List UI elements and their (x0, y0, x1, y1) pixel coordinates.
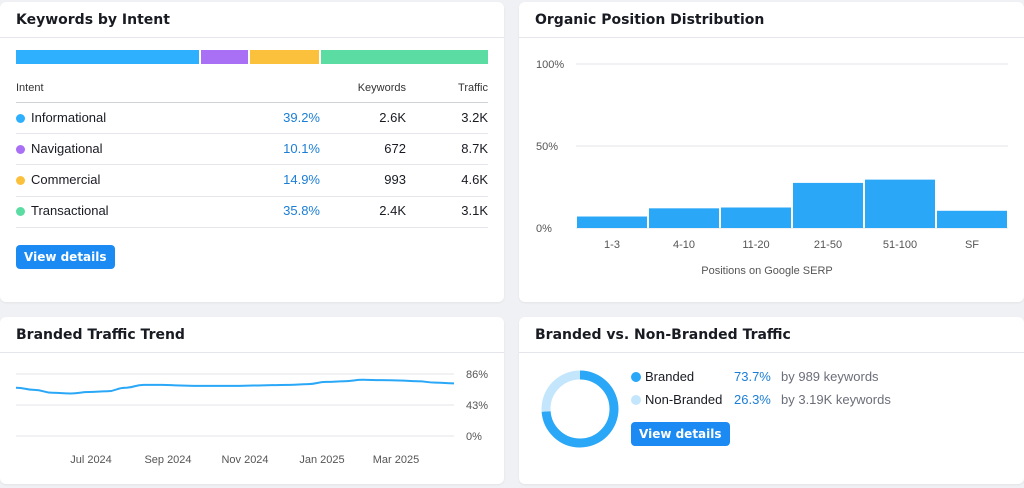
intent-traffic: 8.7K (461, 141, 488, 156)
intent-keywords: 2.6K (379, 110, 406, 125)
divider (0, 37, 504, 38)
column-header-intent: Intent (16, 82, 44, 94)
intent-name: Commercial (31, 172, 101, 187)
x-tick-label: Jan 2025 (299, 454, 344, 466)
intent-share-bar (16, 50, 488, 64)
x-tick-label: Mar 2025 (373, 454, 419, 466)
row-divider (16, 196, 488, 197)
bar (865, 179, 935, 228)
legend-label: Branded (645, 369, 695, 384)
x-tick-label: 1-3 (604, 239, 620, 251)
organic-position-card: Organic Position Distribution 100% 50% 0% 1… (519, 2, 1024, 302)
intent-name: Navigational (31, 141, 103, 156)
intent-color-dot (16, 176, 25, 185)
intent-color-dot (16, 114, 25, 123)
table-header-divider (16, 102, 488, 103)
intent-keywords: 993 (384, 172, 406, 187)
legend-percent-link[interactable]: 73.7% (734, 369, 771, 384)
x-tick-label: SF (965, 239, 979, 251)
divider (0, 352, 504, 353)
y-tick-label: 86% (466, 369, 488, 381)
y-tick-label: 0% (466, 431, 482, 443)
legend-detail: by 989 keywords (781, 369, 879, 384)
column-header-keywords: Keywords (357, 82, 406, 94)
intent-color-dot (16, 145, 25, 154)
legend-label: Non-Branded (645, 392, 723, 407)
intent-traffic: 3.2K (461, 110, 488, 125)
x-tick-label: 21-50 (814, 239, 842, 251)
branded-trend-chart: 86% 43% 0% Jul 2024 Sep 2024 Nov 2024 Jan 2025… (15, 369, 488, 466)
x-tick-label: 51-100 (883, 239, 917, 251)
divider (519, 352, 1024, 353)
intent-name: Transactional (31, 203, 109, 218)
branded-traffic-trend-card: Branded Traffic Trend 86% 43% 0% Jul 2024 Se… (0, 317, 504, 484)
row-divider (16, 227, 488, 228)
divider (519, 37, 1024, 38)
intent-percent-link[interactable]: 14.9% (283, 172, 320, 187)
card-title: Keywords by Intent (16, 12, 170, 28)
organic-position-chart: 100% 50% 0% 1-3 4-10 11-20 21-50 51-100 SF Positi… (536, 59, 1008, 277)
view-details-button[interactable]: View details (631, 422, 730, 446)
bar (649, 208, 719, 228)
legend-detail: by 3.19K keywords (781, 392, 891, 407)
intent-traffic: 4.6K (461, 172, 488, 187)
legend-percent-link[interactable]: 26.3% (734, 392, 771, 407)
bar (793, 182, 863, 228)
x-tick-label: 4-10 (673, 239, 695, 251)
series-line (15, 378, 455, 395)
intent-keywords: 2.4K (379, 203, 406, 218)
x-tick-label: Sep 2024 (144, 454, 191, 466)
row-divider (16, 164, 488, 165)
bar (721, 207, 791, 228)
intent-share-segment (200, 50, 248, 64)
legend-color-dot (631, 395, 641, 405)
row-divider (16, 133, 488, 134)
intent-share-segment (321, 50, 488, 64)
intent-percent-link[interactable]: 10.1% (283, 141, 320, 156)
bar (577, 216, 647, 228)
legend-color-dot (631, 372, 641, 382)
branded-donut-chart (541, 370, 619, 448)
branded-vs-nonbranded-card: Branded vs. Non-Branded Traffic Branded … (519, 317, 1024, 484)
intent-share-segment (16, 50, 199, 64)
intent-share-segment (249, 50, 320, 64)
bar (937, 210, 1007, 228)
y-tick-label: 43% (466, 400, 488, 412)
x-tick-label: 11-20 (742, 239, 769, 251)
y-tick-label: 100% (536, 59, 564, 71)
y-tick-label: 0% (536, 223, 552, 235)
intent-traffic: 3.1K (461, 203, 488, 218)
intent-percent-link[interactable]: 35.8% (283, 203, 320, 218)
y-tick-label: 50% (536, 141, 558, 153)
x-tick-label: Jul 2024 (70, 454, 112, 466)
intent-keywords: 672 (384, 141, 406, 156)
intent-color-dot (16, 207, 25, 216)
card-title: Branded vs. Non-Branded Traffic (535, 327, 791, 343)
intent-name: Informational (31, 110, 107, 125)
x-axis-label: Positions on Google SERP (701, 265, 832, 277)
x-tick-label: Nov 2024 (221, 454, 268, 466)
column-header-traffic: Traffic (458, 82, 488, 94)
card-title: Organic Position Distribution (535, 12, 765, 28)
donut-slice (541, 370, 619, 448)
intent-percent-link[interactable]: 39.2% (283, 110, 320, 125)
card-title: Branded Traffic Trend (16, 327, 185, 343)
view-details-button[interactable]: View details (16, 245, 115, 269)
keywords-by-intent-card: Keywords by Intent Intent Keywords Traff… (0, 2, 504, 302)
